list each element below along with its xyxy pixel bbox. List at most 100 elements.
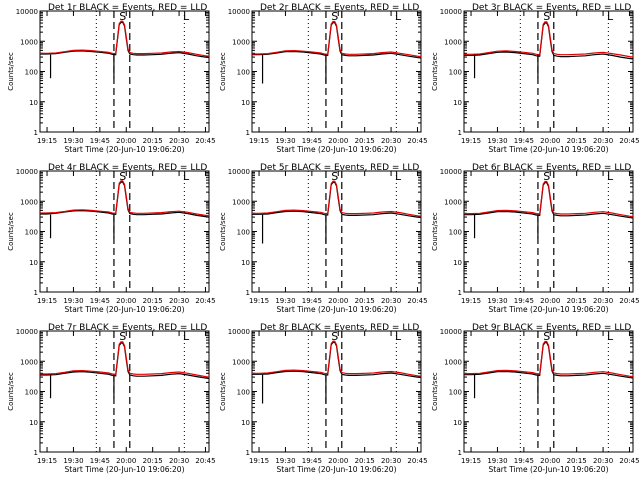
lld-series-line	[464, 180, 634, 218]
lld-series-line	[252, 180, 422, 217]
x-axis-label: Start Time (20-Jun-10 19:06:20)	[65, 465, 185, 474]
lld-series-line	[252, 20, 422, 58]
flag-label: S	[543, 10, 550, 23]
y-axis-label: Counts/sec	[431, 52, 439, 91]
y-tick-label: 1	[246, 129, 250, 137]
y-axis-label: Counts/sec	[219, 52, 227, 91]
x-tick-label: 19:15	[37, 297, 57, 305]
x-axis-label: Start Time (20-Jun-10 19:06:20)	[277, 305, 397, 314]
y-tick-label: 100	[25, 389, 38, 397]
x-tick-label: 20:15	[355, 137, 375, 145]
x-tick-label: 20:15	[355, 457, 375, 465]
x-tick-label: 19:45	[514, 457, 534, 465]
x-tick-label: 20:00	[540, 457, 560, 465]
flag-label: S	[543, 330, 550, 343]
x-tick-label: 19:30	[63, 297, 83, 305]
x-axis-label: Start Time (20-Jun-10 19:06:20)	[277, 465, 397, 474]
x-tick-label: 19:45	[90, 137, 110, 145]
x-tick-label: 19:45	[514, 137, 534, 145]
y-tick-label: 1	[246, 449, 250, 457]
y-tick-label: 10000	[228, 8, 250, 16]
x-tick-label: 19:45	[302, 457, 322, 465]
y-axis-label: Counts/sec	[219, 212, 227, 251]
y-tick-label: 100	[237, 229, 250, 237]
flag-label: L	[183, 10, 190, 23]
x-tick-label: 19:45	[514, 297, 534, 305]
detector-panel: Det 2r BLACK = Events, RED = LLD 1 10 100 10…	[219, 3, 428, 154]
x-tick-label: 20:00	[116, 457, 136, 465]
x-tick-label: 20:15	[567, 297, 587, 305]
x-axis-label: Start Time (20-Jun-10 19:06:20)	[489, 145, 609, 154]
y-tick-label: 100	[449, 389, 462, 397]
y-tick-label: 10	[453, 99, 462, 107]
y-axis-label: Counts/sec	[219, 372, 227, 411]
y-tick-label: 1000	[20, 358, 38, 366]
y-tick-label: 1	[34, 129, 38, 137]
y-tick-label: 1000	[444, 358, 462, 366]
y-tick-label: 1	[34, 289, 38, 297]
flag-label: L	[395, 330, 402, 343]
flag-label: S	[119, 330, 126, 343]
y-tick-label: 10	[453, 259, 462, 267]
x-tick-label: 20:30	[169, 297, 189, 305]
panel-title: Det 8r BLACK = Events, RED = LLD	[260, 323, 419, 333]
x-tick-label: 20:00	[328, 137, 348, 145]
x-tick-label: 20:30	[593, 297, 613, 305]
x-tick-label: 20:30	[593, 137, 613, 145]
y-tick-label: 1000	[232, 38, 250, 46]
flag-label: S	[119, 10, 126, 23]
y-tick-label: 10	[29, 419, 38, 427]
x-tick-label: 19:30	[487, 137, 507, 145]
flag-label: L	[395, 170, 402, 183]
y-tick-label: 100	[237, 389, 250, 397]
panel-title: Det 2r BLACK = Events, RED = LLD	[260, 3, 419, 13]
detector-panel: Det 9r BLACK = Events, RED = LLD 1 10 100 10…	[431, 323, 640, 474]
x-tick-label: 19:30	[275, 137, 295, 145]
x-tick-label: 19:30	[487, 297, 507, 305]
x-tick-label: 19:15	[249, 137, 269, 145]
y-tick-label: 10000	[16, 8, 38, 16]
panel-title: Det 4r BLACK = Events, RED = LLD	[48, 163, 207, 173]
x-tick-label: 20:45	[195, 457, 215, 465]
x-axis-label: Start Time (20-Jun-10 19:06:20)	[489, 305, 609, 314]
y-tick-label: 100	[449, 69, 462, 77]
x-tick-label: 19:15	[461, 457, 481, 465]
x-tick-label: 19:45	[90, 457, 110, 465]
x-tick-label: 20:45	[195, 297, 215, 305]
lld-series-line	[40, 20, 210, 57]
flag-label: L	[607, 330, 614, 343]
panel-title: Det 7r BLACK = Events, RED = LLD	[48, 323, 207, 333]
x-tick-label: 20:45	[407, 137, 427, 145]
x-tick-label: 20:00	[116, 297, 136, 305]
y-tick-label: 10000	[440, 8, 462, 16]
y-tick-label: 100	[237, 69, 250, 77]
x-tick-label: 19:30	[487, 457, 507, 465]
lld-series-line	[464, 340, 634, 378]
y-tick-label: 100	[25, 229, 38, 237]
detector-panel: Det 4r BLACK = Events, RED = LLD 1 10 100 10…	[7, 163, 216, 314]
lld-series-line	[464, 21, 634, 58]
y-tick-label: 10000	[16, 168, 38, 176]
detector-panel: Det 8r BLACK = Events, RED = LLD 1 10 100 10…	[219, 323, 428, 474]
y-tick-label: 10	[453, 419, 462, 427]
x-tick-label: 19:15	[249, 297, 269, 305]
y-tick-label: 100	[449, 229, 462, 237]
y-axis-label: Counts/sec	[7, 372, 15, 411]
x-tick-label: 20:15	[567, 457, 587, 465]
flag-label: S	[119, 170, 126, 183]
x-tick-label: 20:45	[619, 457, 639, 465]
x-tick-label: 20:30	[381, 297, 401, 305]
x-tick-label: 19:15	[37, 137, 57, 145]
panel-title: Det 3r BLACK = Events, RED = LLD	[472, 3, 631, 13]
detector-panel: Det 7r BLACK = Events, RED = LLD 1 10 100 10…	[7, 323, 216, 474]
flag-label: S	[331, 330, 338, 343]
y-tick-label: 1000	[444, 198, 462, 206]
x-tick-label: 20:15	[143, 137, 163, 145]
x-tick-label: 20:45	[407, 457, 427, 465]
x-tick-label: 20:00	[328, 297, 348, 305]
y-tick-label: 1000	[232, 358, 250, 366]
flag-label: S	[543, 170, 550, 183]
flag-label: L	[183, 170, 190, 183]
y-axis-label: Counts/sec	[7, 212, 15, 251]
